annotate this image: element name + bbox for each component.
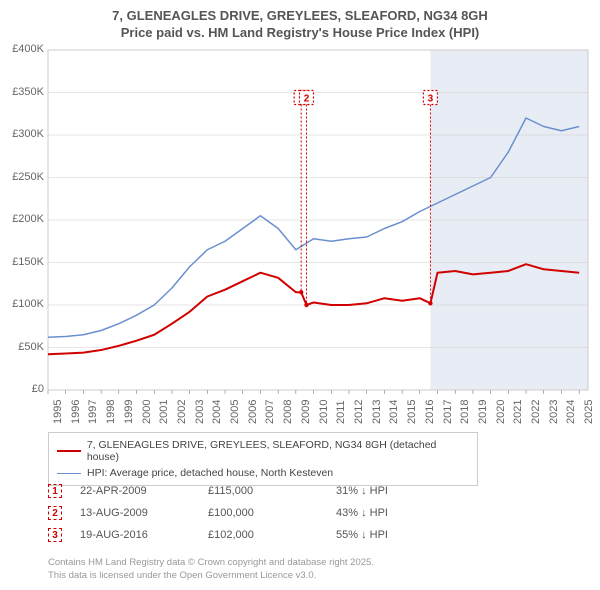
x-tick-label: 1996 xyxy=(70,400,82,424)
footer-line-1: Contains HM Land Registry data © Crown c… xyxy=(48,557,374,569)
x-tick-label: 2012 xyxy=(353,400,365,424)
y-tick-label: £300K xyxy=(0,128,44,140)
marker-row: 1 22-APR-2009 £115,000 31% ↓ HPI xyxy=(48,480,456,502)
marker-table: 1 22-APR-2009 £115,000 31% ↓ HPI 2 13-AUG-200… xyxy=(48,480,456,546)
x-tick-label: 2017 xyxy=(442,400,454,424)
legend: 7, GLENEAGLES DRIVE, GREYLEES, SLEAFORD,… xyxy=(48,432,478,486)
x-tick-label: 1995 xyxy=(52,400,64,424)
legend-item-property: 7, GLENEAGLES DRIVE, GREYLEES, SLEAFORD,… xyxy=(57,437,469,465)
plot-area: 123 xyxy=(48,50,588,390)
marker-date: 13-AUG-2009 xyxy=(80,507,190,519)
svg-text:3: 3 xyxy=(428,94,434,105)
y-tick-label: £250K xyxy=(0,171,44,183)
marker-number-box: 1 xyxy=(48,484,62,498)
x-tick-label: 2006 xyxy=(247,400,259,424)
marker-number-box: 2 xyxy=(48,506,62,520)
x-tick-label: 2020 xyxy=(495,400,507,424)
x-tick-label: 2021 xyxy=(512,400,524,424)
x-tick-label: 2018 xyxy=(459,400,471,424)
x-tick-label: 1999 xyxy=(123,400,135,424)
marker-row: 3 19-AUG-2016 £102,000 55% ↓ HPI xyxy=(48,524,456,546)
chart-title: 7, GLENEAGLES DRIVE, GREYLEES, SLEAFORD,… xyxy=(0,0,600,42)
x-tick-label: 2002 xyxy=(176,400,188,424)
x-axis-labels: 1995 1996 1997 1998 1999 2000 2001 2002 2003 2004… xyxy=(48,392,588,432)
x-tick-label: 2011 xyxy=(335,400,347,424)
footer-line-2: This data is licensed under the Open Gov… xyxy=(48,570,374,582)
x-tick-label: 2024 xyxy=(565,400,577,424)
chart-container: 7, GLENEAGLES DRIVE, GREYLEES, SLEAFORD,… xyxy=(0,0,600,590)
marker-hpi-delta: 43% ↓ HPI xyxy=(336,507,456,519)
legend-item-hpi: HPI: Average price, detached house, Nort… xyxy=(57,465,469,481)
marker-number-box: 3 xyxy=(48,528,62,542)
x-tick-label: 2015 xyxy=(406,400,418,424)
marker-date: 22-APR-2009 xyxy=(80,485,190,497)
x-tick-label: 1998 xyxy=(105,400,117,424)
marker-price: £115,000 xyxy=(208,485,318,497)
x-tick-label: 2013 xyxy=(371,400,383,424)
svg-text:2: 2 xyxy=(304,94,310,105)
x-tick-label: 2007 xyxy=(264,400,276,424)
x-tick-label: 2001 xyxy=(158,400,170,424)
x-tick-label: 2019 xyxy=(477,400,489,424)
marker-hpi-delta: 55% ↓ HPI xyxy=(336,529,456,541)
x-tick-label: 2023 xyxy=(548,400,560,424)
legend-swatch-property xyxy=(57,450,81,452)
title-line-2: Price paid vs. HM Land Registry's House … xyxy=(0,25,600,42)
x-tick-label: 2016 xyxy=(424,400,436,424)
marker-date: 19-AUG-2016 xyxy=(80,529,190,541)
title-line-1: 7, GLENEAGLES DRIVE, GREYLEES, SLEAFORD,… xyxy=(0,8,600,25)
x-tick-label: 2004 xyxy=(211,400,223,424)
y-tick-label: £50K xyxy=(0,341,44,353)
legend-label-property: 7, GLENEAGLES DRIVE, GREYLEES, SLEAFORD,… xyxy=(87,439,469,463)
x-tick-label: 2010 xyxy=(318,400,330,424)
x-tick-label: 1997 xyxy=(87,400,99,424)
y-tick-label: £400K xyxy=(0,43,44,55)
x-tick-label: 2008 xyxy=(282,400,294,424)
legend-swatch-hpi xyxy=(57,473,81,474)
y-tick-label: £100K xyxy=(0,298,44,310)
x-tick-label: 2003 xyxy=(194,400,206,424)
legend-label-hpi: HPI: Average price, detached house, Nort… xyxy=(87,467,333,479)
x-tick-label: 2025 xyxy=(583,400,595,424)
footer-attribution: Contains HM Land Registry data © Crown c… xyxy=(48,557,374,582)
marker-price: £102,000 xyxy=(208,529,318,541)
marker-row: 2 13-AUG-2009 £100,000 43% ↓ HPI xyxy=(48,502,456,524)
marker-hpi-delta: 31% ↓ HPI xyxy=(336,485,456,497)
x-tick-label: 2009 xyxy=(300,400,312,424)
y-tick-label: £350K xyxy=(0,86,44,98)
y-tick-label: £0 xyxy=(0,383,44,395)
y-tick-label: £150K xyxy=(0,256,44,268)
x-tick-label: 2000 xyxy=(141,400,153,424)
x-tick-label: 2022 xyxy=(530,400,542,424)
y-tick-label: £200K xyxy=(0,213,44,225)
x-tick-label: 2014 xyxy=(388,400,400,424)
marker-price: £100,000 xyxy=(208,507,318,519)
x-tick-label: 2005 xyxy=(229,400,241,424)
